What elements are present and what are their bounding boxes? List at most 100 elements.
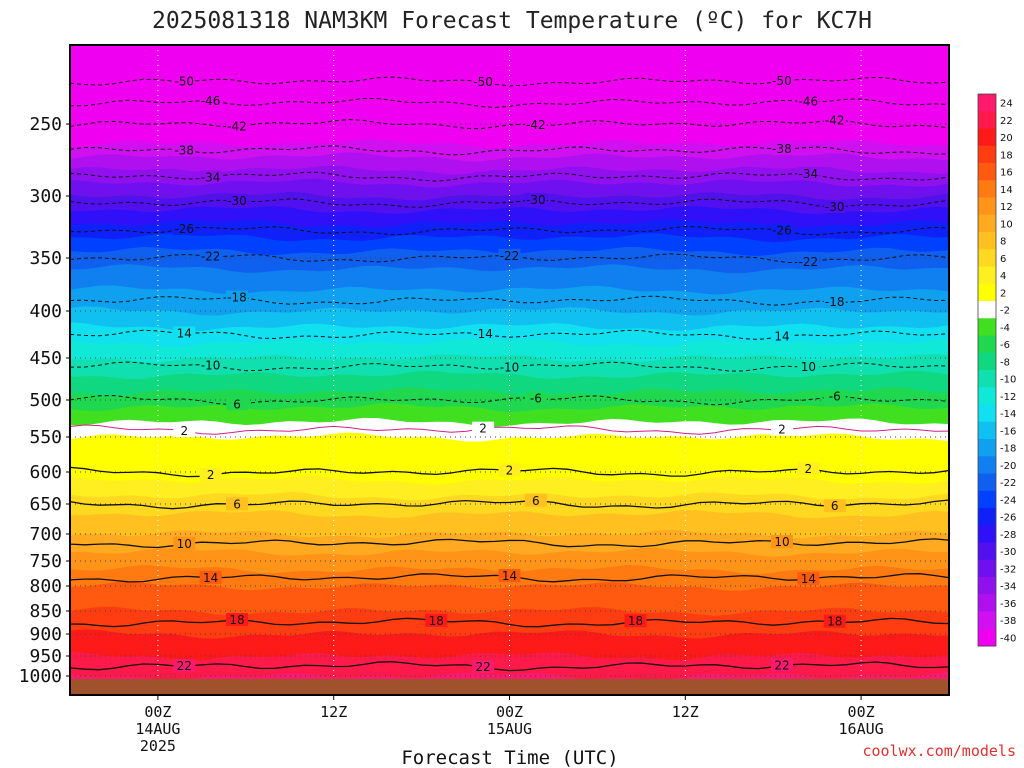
x-tick-label: 00Z [496,703,523,721]
x-tick-label: 16AUG [839,720,884,738]
contour-label: -18 [825,295,845,309]
y-tick-label: 800 [29,576,62,597]
y-tick-label: 650 [29,494,62,515]
x-tick-label: 12Z [672,703,699,721]
contour-label: -42 [825,113,845,127]
y-tick-label: 350 [29,248,62,269]
contour-label-bg [797,254,820,268]
x-tick-label: 2025 [140,737,176,755]
contour-label-bg [472,421,495,435]
contour-label-bg [425,613,448,627]
contour-label: 22 [475,660,490,674]
contour-label: 18 [229,613,244,627]
colorbar-label: -34 [1000,582,1016,593]
colorbar-swatch [978,145,996,164]
contour-label-bg [524,493,547,507]
colorbar-label: -8 [1000,357,1010,368]
colorbar-label: 12 [1000,202,1013,213]
contour-label-bg [498,569,521,583]
contour-label-bg [226,497,249,511]
colorbar-swatch [978,577,996,595]
contour-label-bg [498,248,521,262]
contour-label: -38 [174,143,194,157]
ground-fill [70,679,949,695]
colorbar-label: -12 [1000,392,1016,403]
contour-label: -50 [473,75,493,89]
contour-label-bg [823,389,846,403]
contour-label-bg [472,327,495,341]
colorbar-label: 8 [1000,237,1006,248]
x-tick-label: 12Z [320,703,347,721]
colorbar-label: 22 [1000,116,1013,127]
contour-label-bg [498,360,521,374]
contour-label: -22 [500,249,520,263]
colorbar-swatch [978,628,996,647]
colorbar-swatch [978,283,996,302]
contour-label: 10 [801,360,816,374]
y-tick-label: 850 [29,601,62,622]
colorbar-label: 24 [1000,99,1013,110]
contour-label-bg [199,170,222,184]
colorbar-swatch [978,335,996,354]
colorbar-label: -20 [1000,461,1016,472]
contour-label-bg [173,221,196,235]
contour-label-bg [524,391,547,405]
contour-label-bg [797,167,820,181]
colorbar-frame [977,93,997,647]
contour-label-bg [797,572,820,586]
contour-label: 6 [233,497,241,511]
contour-label-bg [226,613,249,627]
colorbar-swatch [978,266,996,285]
contour-label: -26 [174,222,194,236]
colorbar-swatch [978,559,996,578]
contour-label-bg [199,468,222,482]
contour-label-bg [173,74,196,88]
contour-label: 14 [177,326,192,340]
contour-line [69,225,950,236]
x-tick-label: 14AUG [135,720,180,738]
contour-label-bg [472,75,495,89]
colorbar-swatch [978,111,996,129]
colorbar-label: 20 [1000,133,1013,144]
y-tick-label: 600 [29,462,62,483]
contour-label-bg [199,570,222,584]
colorbar-label: -6 [1000,340,1010,351]
contour-label: -34 [799,167,819,181]
colorbar-label: -40 [1000,633,1016,644]
contour-label-bg [823,294,846,308]
x-tick-label: 00Z [848,703,875,721]
contour-label-bg [797,360,820,374]
colorbar-label: 14 [1000,185,1013,196]
colorbar-swatch [978,180,996,198]
colorbar-label: 6 [1000,254,1006,265]
colorbar-label: 2 [1000,288,1006,299]
colorbar-swatch [978,249,996,267]
contour-label: -6 [530,392,542,406]
x-axis-title: Forecast Time (UTC) [401,747,618,768]
colorbar-swatch [978,611,996,630]
contour-label: -30 [526,193,546,207]
colorbar-label: 10 [1000,219,1013,230]
contour-label-bg [797,462,820,476]
colorbar-swatch [978,197,996,216]
contour-label: 2 [479,422,487,436]
colorbar-swatch [978,301,996,319]
colorbar-swatch [978,456,996,474]
colorbar-swatch [978,439,996,457]
colorbar-swatch [978,542,996,561]
y-tick-label: 950 [29,646,62,667]
contour-label: -18 [227,291,247,305]
contour-label-bg [173,424,196,438]
contour-line [69,395,950,406]
chart-title: 2025081318 NAM3KM Forecast Temperature (… [152,8,872,34]
y-tick-label: 300 [29,186,62,207]
y-tick-label: 500 [29,390,62,411]
contour-label: 10 [774,535,789,549]
contour-line [69,145,950,156]
contour-label: 18 [628,614,643,628]
contour-label-bg [173,143,196,157]
contour-label: 18 [827,615,842,629]
contour-line [69,538,950,549]
